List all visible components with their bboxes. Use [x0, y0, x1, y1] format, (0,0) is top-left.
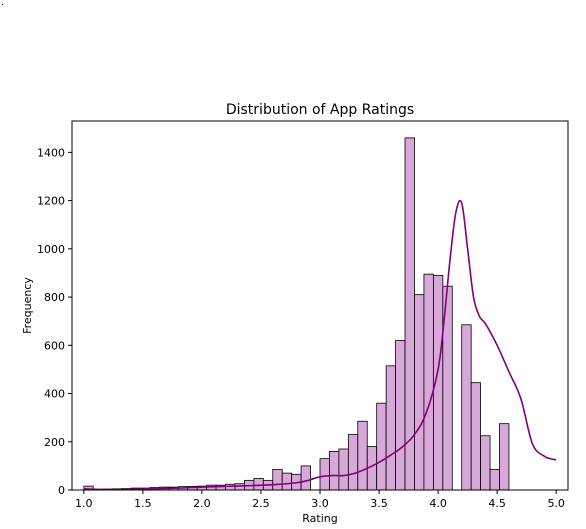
x-tick-label: 5.0 [547, 497, 565, 510]
histogram-bar [480, 435, 491, 491]
y-tick-label: 1000 [37, 243, 65, 256]
x-tick-label: 1.0 [75, 497, 93, 510]
histogram-bar [300, 465, 311, 491]
histogram-bar [461, 324, 472, 491]
histogram-bar [414, 294, 425, 491]
x-tick-label: 3.5 [370, 497, 388, 510]
x-tick-label: 1.5 [134, 497, 152, 510]
histogram-bar [347, 434, 359, 491]
histogram-bar [329, 451, 340, 491]
x-axis-label: Rating [302, 512, 337, 525]
histogram-bar [395, 340, 406, 491]
histogram-bar [385, 365, 396, 491]
y-tick-label: 1400 [37, 146, 65, 159]
y-axis-label: Frequency [21, 277, 34, 334]
x-tick-label: 4.5 [488, 497, 506, 510]
histogram-bar [338, 448, 349, 491]
chart-title: Distribution of App Ratings [226, 102, 414, 118]
y-tick-label: 800 [44, 291, 65, 304]
histogram-bar [281, 472, 293, 491]
corner-mark: . [1, 0, 4, 8]
histogram-bar [234, 483, 245, 491]
x-tick-label: 2.0 [193, 497, 211, 510]
histogram-bar [489, 469, 500, 491]
y-tick-label: 200 [44, 436, 65, 449]
x-tick-label: 3.0 [311, 497, 329, 510]
histogram-bar [253, 478, 264, 491]
kde-curve [83, 199, 557, 491]
histogram-bar [357, 420, 368, 491]
histogram-bar [470, 382, 482, 491]
x-tick-label: 4.0 [429, 497, 447, 510]
histogram-bar [272, 469, 283, 491]
y-tick-label: 1200 [37, 195, 65, 208]
histogram-bar [423, 273, 434, 491]
histogram-bar [376, 402, 387, 491]
y-tick-label: 0 [58, 484, 65, 497]
histogram-bar [319, 458, 330, 491]
y-tick-label: 400 [44, 388, 65, 401]
histogram-bar [499, 423, 510, 491]
x-tick-label: 2.5 [252, 497, 270, 510]
plot-frame [71, 120, 569, 491]
y-tick-label: 600 [44, 339, 65, 352]
